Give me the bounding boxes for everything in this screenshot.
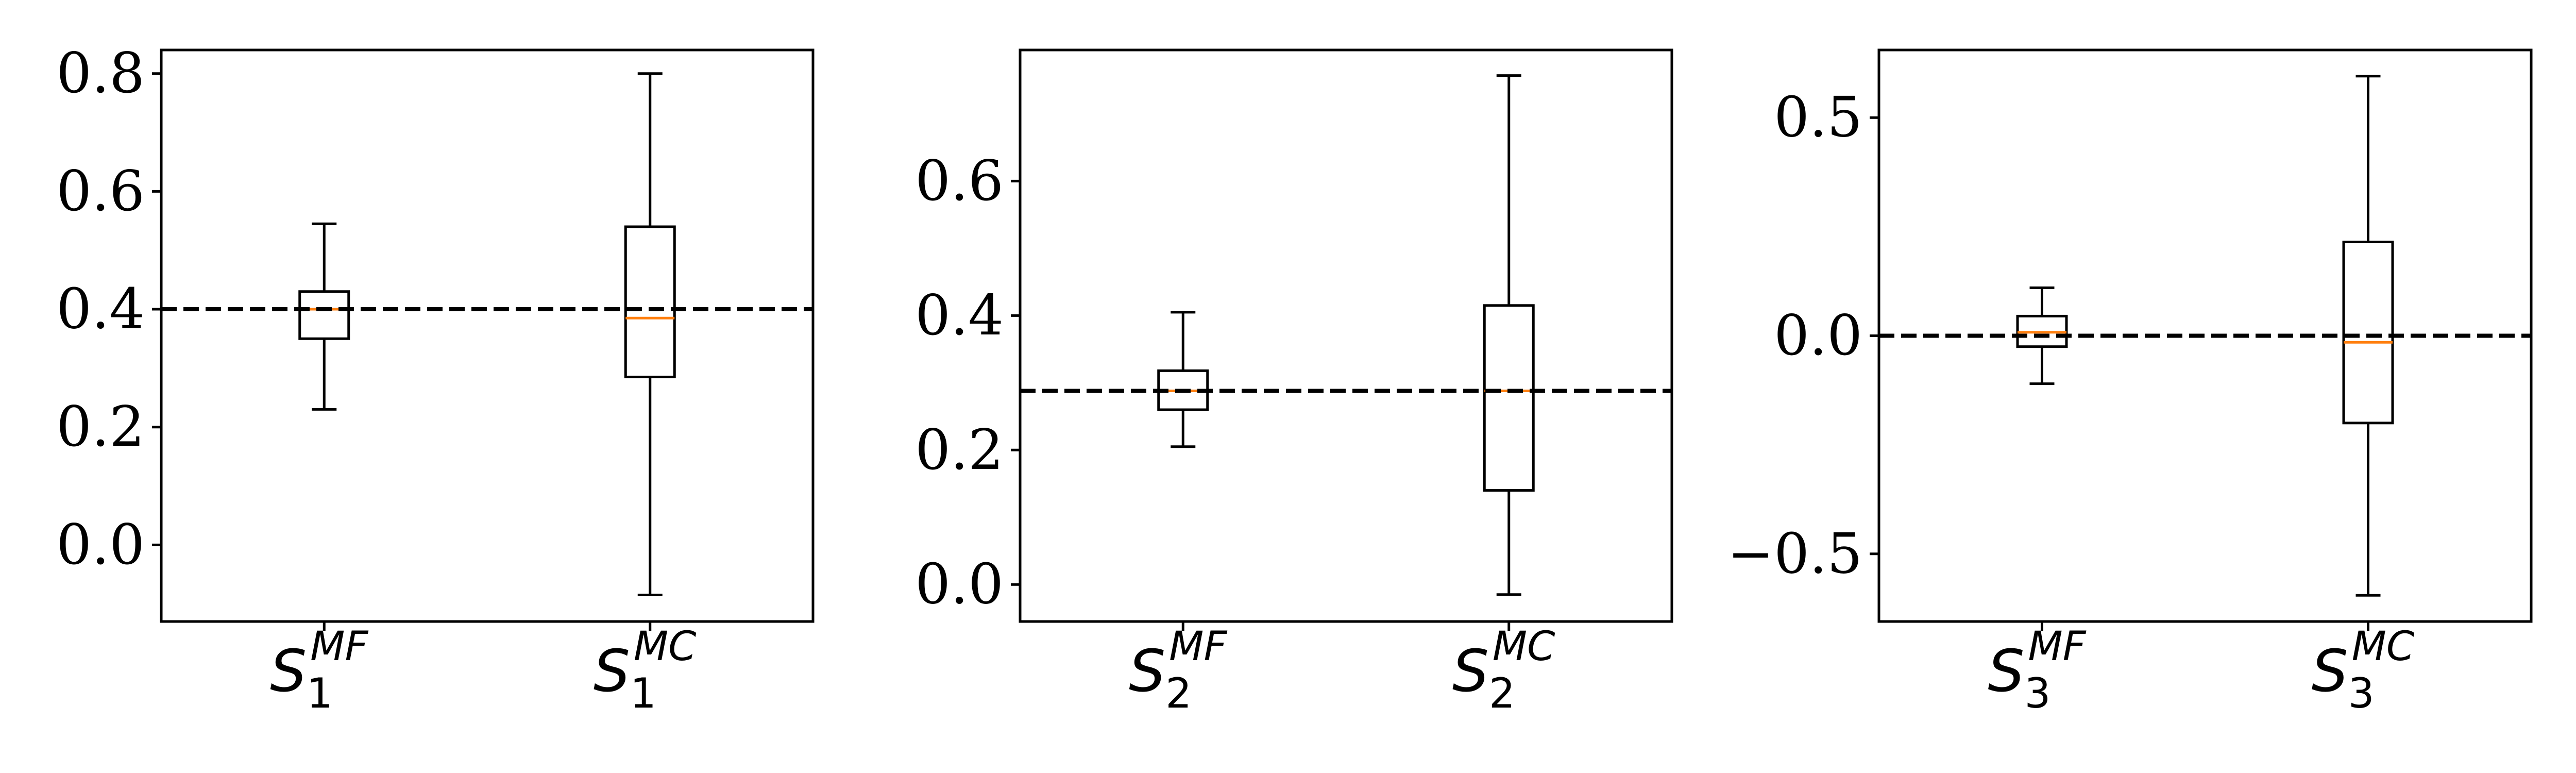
axes-frame: [1877, 48, 2533, 623]
y-tick-label: 0.4: [56, 277, 145, 342]
box-2: [624, 72, 676, 597]
y-tick-label: 0.2: [56, 395, 145, 459]
iqr-box: [2342, 240, 2394, 425]
x-tick-label-superscript: MF: [310, 624, 368, 670]
y-tick-label: 0.6: [56, 159, 145, 224]
axes-frame: [160, 48, 815, 623]
y-tick-label: 0.0: [1774, 304, 1862, 368]
x-tick-label-base: S: [1129, 638, 1165, 705]
y-tick-label: 0.0: [56, 513, 145, 577]
x-tick-label-subscript: 2: [1165, 669, 1192, 717]
x-tick-label: S3MC: [2312, 624, 2415, 717]
x-tick-label-base: S: [594, 638, 630, 705]
x-tick-label: S2MC: [1452, 624, 1555, 717]
iqr-box: [1483, 304, 1535, 492]
x-tick-label-subscript: 1: [307, 669, 333, 717]
x-tick-label-base: S: [270, 638, 307, 705]
y-tick-label: 0.6: [915, 149, 1004, 213]
x-tick-label-superscript: MC: [1493, 624, 1555, 670]
x-tick-label-subscript: 2: [1489, 669, 1515, 717]
x-tick-label-base: S: [1452, 638, 1489, 705]
x-tick-label: S3MF: [1988, 624, 2086, 717]
y-tick-label: 0.0: [915, 552, 1004, 617]
y-tick-label: −0.5: [1727, 522, 1862, 586]
y-tick-label: 0.8: [56, 41, 145, 106]
x-tick-label: S2MF: [1129, 624, 1227, 717]
box-2: [2342, 75, 2394, 597]
x-tick-label: S1MC: [594, 624, 697, 717]
iqr-box: [624, 225, 676, 379]
x-tick-label-superscript: MC: [634, 624, 697, 670]
y-tick-label: 0.5: [1774, 86, 1862, 150]
x-tick-label: S1MF: [270, 624, 368, 717]
box-1: [2016, 286, 2068, 385]
axes-frame: [1019, 48, 1673, 623]
x-tick-label-superscript: MF: [2028, 624, 2086, 670]
x-tick-label-subscript: 3: [2348, 669, 2375, 717]
x-tick-label-subscript: 3: [2025, 669, 2051, 717]
x-tick-label-superscript: MC: [2352, 624, 2415, 670]
x-tick-label-superscript: MF: [1169, 624, 1227, 670]
y-tick-label: 0.2: [915, 418, 1004, 482]
x-tick-label-base: S: [1988, 638, 2024, 705]
x-tick-label-subscript: 1: [630, 669, 656, 717]
y-tick-label: 0.4: [915, 283, 1004, 348]
iqr-box: [298, 290, 350, 340]
x-tick-label-base: S: [2312, 638, 2348, 705]
